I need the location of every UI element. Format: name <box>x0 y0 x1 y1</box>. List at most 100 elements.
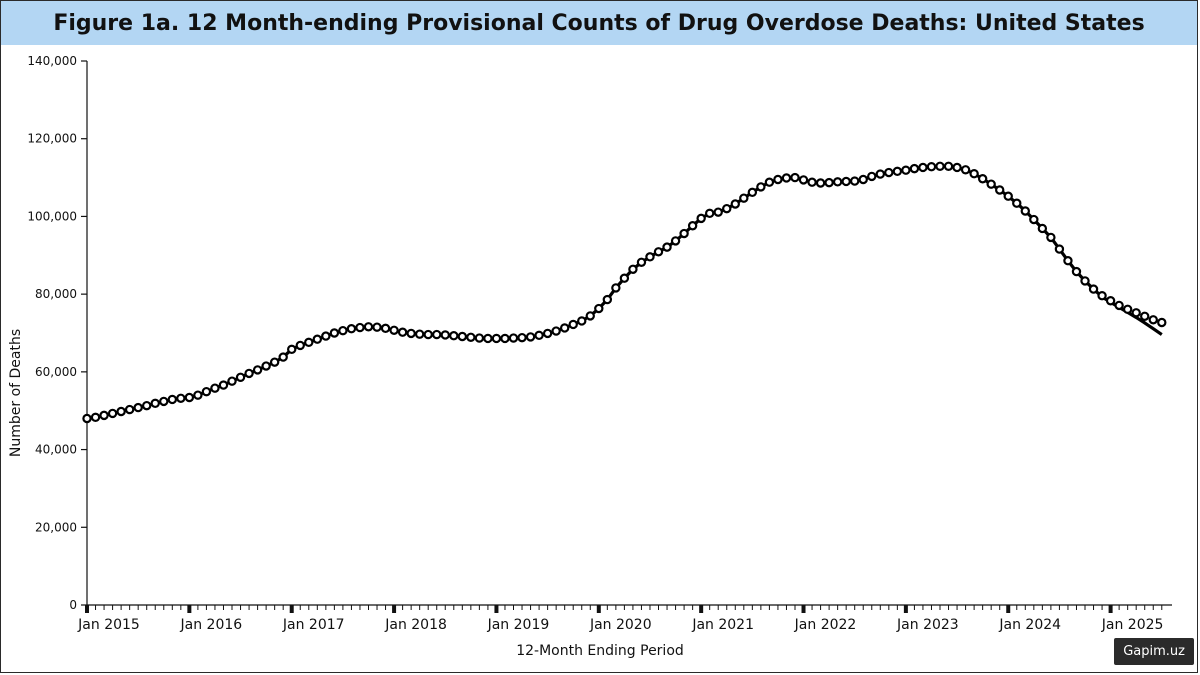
data-point-reported <box>491 333 502 344</box>
data-point-reported <box>884 167 894 178</box>
data-point-reported <box>295 340 305 351</box>
data-point-reported <box>355 322 365 333</box>
data-point-reported <box>1046 232 1056 243</box>
data-point-reported <box>372 322 382 332</box>
data-point-reported <box>559 323 570 333</box>
data-point-reported <box>696 213 706 224</box>
x-year-tick <box>1108 605 1113 613</box>
data-point-reported <box>867 171 877 182</box>
data-point-reported <box>1148 315 1158 325</box>
data-point-reported <box>892 166 903 177</box>
data-point-reported <box>193 390 203 400</box>
data-point-reported <box>602 294 613 305</box>
data-point-reported <box>926 161 937 172</box>
x-axis: Jan 2015 Jan 2016 Jan 2017 Jan 2018 Jan 2019… <box>77 604 1172 633</box>
data-point-reported <box>1114 300 1124 311</box>
data-point-reported <box>321 331 331 341</box>
data-point-reported <box>338 325 348 336</box>
data-point-reported <box>1088 284 1099 294</box>
data-point-reported <box>636 257 647 267</box>
x-tick-label: Jan 2018 <box>384 617 447 633</box>
data-point-reported <box>790 172 800 183</box>
data-point-reported <box>798 175 809 185</box>
data-point-reported <box>551 326 561 336</box>
x-tick-label: Jan 2023 <box>896 617 959 633</box>
data-point-reported <box>278 352 288 362</box>
data-point-reported <box>346 324 357 334</box>
data-point-reported <box>722 203 732 214</box>
data-point-reported <box>116 406 126 417</box>
data-point-reported <box>159 396 169 407</box>
data-point-reported <box>1063 256 1073 266</box>
data-point-reported <box>389 325 399 335</box>
data-point-reported <box>432 329 442 340</box>
x-year-tick <box>494 605 499 613</box>
y-tick-label: 20,000 <box>35 520 77 534</box>
data-point-reported <box>1029 214 1039 225</box>
data-point-reported <box>986 179 996 189</box>
data-point-reported <box>909 163 920 174</box>
x-tick-label: Jan 2020 <box>589 617 652 633</box>
data-point-reported <box>457 331 468 342</box>
data-point-reported <box>517 332 527 343</box>
y-tick-label: 100,000 <box>27 209 77 223</box>
data-point-reported <box>1157 317 1167 328</box>
series-layer <box>82 161 1167 424</box>
data-point-reported <box>227 376 237 386</box>
data-point-reported <box>1012 198 1022 208</box>
data-point-reported <box>850 176 860 186</box>
data-point-reported <box>568 319 578 330</box>
data-point-reported <box>150 398 160 409</box>
watermark-badge: Gapim.uz <box>1114 638 1194 665</box>
x-tick-label: Jan 2019 <box>487 617 550 633</box>
x-year-tick <box>1006 605 1011 613</box>
data-point-reported <box>619 273 630 283</box>
x-axis-title: 12-Month Ending Period <box>516 643 684 659</box>
data-point-reported <box>82 413 92 424</box>
data-point-reported <box>577 316 587 326</box>
data-point-reported <box>969 168 979 179</box>
data-point-reported <box>252 365 263 375</box>
data-point-reported <box>594 303 604 314</box>
data-point-reported <box>977 174 988 184</box>
data-point-reported <box>687 221 698 231</box>
data-point-reported <box>440 330 450 340</box>
y-axis: 0 20,000 40,000 60,000 80,000 100,000 120,000 1… <box>27 54 88 612</box>
data-point-reported <box>466 332 476 342</box>
y-tick-label: 140,000 <box>27 54 77 68</box>
data-point-reported <box>807 177 817 187</box>
x-year-tick <box>85 605 89 613</box>
data-point-reported <box>858 174 868 185</box>
x-year-tick <box>289 605 294 613</box>
data-point-reported <box>235 372 246 382</box>
data-point-reported <box>824 177 834 188</box>
data-point-reported <box>483 333 493 344</box>
data-point-reported <box>133 402 143 413</box>
x-year-tick <box>596 605 601 613</box>
data-point-reported <box>269 357 280 367</box>
data-point-reported <box>764 177 775 187</box>
data-point-reported <box>1037 223 1048 234</box>
y-tick-label: 0 <box>69 598 77 612</box>
x-tick-label: Jan 2022 <box>794 617 857 633</box>
x-tick-label: Jan 2016 <box>180 617 243 633</box>
data-point-reported <box>500 333 510 344</box>
data-point-reported <box>508 333 519 343</box>
data-point-reported <box>1071 266 1082 277</box>
data-point-reported <box>1131 308 1141 318</box>
data-point-reported <box>901 165 911 175</box>
data-point-reported <box>1122 304 1133 314</box>
data-point-reported <box>1140 311 1150 321</box>
data-point-reported <box>329 328 340 338</box>
data-point-reported <box>943 161 954 171</box>
data-point-reported <box>218 380 229 390</box>
data-point-reported <box>730 199 740 209</box>
x-year-tick <box>187 605 192 613</box>
data-point-reported <box>380 323 391 334</box>
data-point-reported <box>704 208 715 219</box>
x-year-tick <box>801 605 806 613</box>
data-point-reported <box>662 242 672 252</box>
data-point-reported <box>142 400 152 411</box>
data-point-reported <box>304 337 314 348</box>
